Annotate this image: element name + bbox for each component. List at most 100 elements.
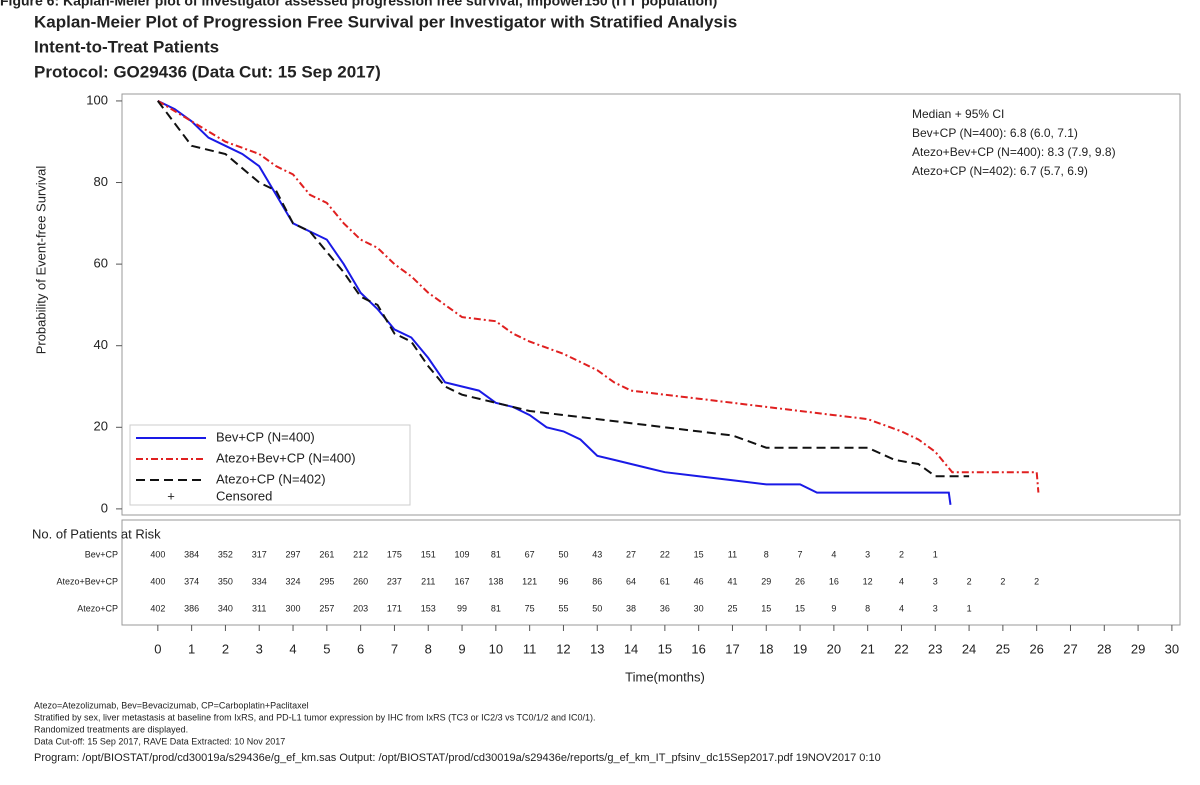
risk-count: 8 [865, 603, 870, 613]
survival-curve [157, 100, 1040, 493]
median-text: Atezo+Bev+CP (N=400): 8.3 (7.9, 9.8) [912, 145, 1116, 159]
risk-count: 175 [387, 549, 402, 559]
chart-subtitle: Intent-to-Treat Patients [34, 37, 219, 56]
risk-count: 4 [831, 549, 836, 559]
risk-count: 30 [694, 603, 704, 613]
risk-count: 46 [694, 576, 704, 586]
x-tick-label: 10 [489, 641, 503, 656]
risk-count: 237 [387, 576, 402, 586]
risk-count: 15 [761, 603, 771, 613]
x-tick-label: 30 [1165, 641, 1179, 656]
footnote: Atezo=Atezolizumab, Bev=Bevacizumab, CP=… [34, 700, 309, 710]
x-tick-label: 11 [523, 641, 537, 656]
risk-count: 11 [728, 549, 737, 559]
risk-count: 61 [660, 576, 670, 586]
risk-count: 22 [660, 549, 670, 559]
risk-count: 317 [252, 549, 267, 559]
risk-count: 4 [899, 576, 904, 586]
y-tick-label: 60 [94, 256, 108, 271]
risk-count: 400 [150, 576, 165, 586]
legend-label: Censored [216, 488, 272, 503]
footnote: Randomized treatments are displayed. [34, 724, 188, 734]
risk-count: 211 [421, 576, 435, 586]
x-tick-label: 14 [624, 641, 638, 656]
x-tick-label: 7 [391, 641, 398, 656]
x-axis-label: Time(months) [625, 669, 705, 684]
x-tick-label: 28 [1097, 641, 1111, 656]
risk-count: 384 [184, 549, 199, 559]
survival-curve [157, 100, 970, 478]
x-tick-label: 15 [658, 641, 672, 656]
risk-count: 81 [491, 603, 501, 613]
x-tick-label: 26 [1029, 641, 1043, 656]
x-tick-label: 6 [357, 641, 364, 656]
x-tick-label: 27 [1063, 641, 1077, 656]
median-text: Atezo+CP (N=402): 6.7 (5.7, 6.9) [912, 164, 1088, 178]
risk-count: 2 [1034, 576, 1039, 586]
x-tick-label: 12 [556, 641, 570, 656]
x-tick-label: 4 [289, 641, 296, 656]
y-tick-label: 80 [94, 174, 108, 189]
risk-count: 2 [967, 576, 972, 586]
x-tick-label: 9 [458, 641, 465, 656]
risk-count: 38 [626, 603, 636, 613]
risk-count: 261 [319, 549, 334, 559]
risk-count: 41 [727, 576, 737, 586]
risk-table-frame [121, 519, 1181, 626]
risk-count: 1 [933, 549, 938, 559]
risk-count: 55 [558, 603, 568, 613]
risk-count: 400 [150, 549, 165, 559]
risk-count: 297 [286, 549, 301, 559]
legend-label: Atezo+Bev+CP (N=400) [216, 450, 356, 465]
risk-count: 171 [387, 603, 402, 613]
risk-count: 138 [488, 576, 503, 586]
risk-count: 50 [558, 549, 568, 559]
risk-count: 2 [1000, 576, 1005, 586]
risk-count: 295 [319, 576, 334, 586]
risk-count: 26 [795, 576, 805, 586]
footnote: Stratified by sex, liver metastasis at b… [34, 712, 596, 722]
risk-count: 352 [218, 549, 233, 559]
x-tick-label: 2 [222, 641, 229, 656]
risk-count: 64 [626, 576, 636, 586]
risk-count: 167 [455, 576, 470, 586]
risk-count: 311 [252, 603, 266, 613]
risk-count: 99 [457, 603, 467, 613]
risk-count: 96 [558, 576, 568, 586]
risk-count: 4 [899, 603, 904, 613]
x-tick-label: 23 [928, 641, 942, 656]
footnote: Data Cut-off: 15 Sep 2017, RAVE Data Ext… [34, 736, 285, 746]
risk-count: 25 [727, 603, 737, 613]
risk-count: 386 [184, 603, 199, 613]
x-tick-label: 24 [962, 641, 976, 656]
risk-count: 121 [522, 576, 537, 586]
risk-count: 109 [455, 549, 470, 559]
risk-count: 257 [319, 603, 334, 613]
median-text: Bev+CP (N=400): 6.8 (6.0, 7.1) [912, 126, 1078, 140]
risk-count: 300 [286, 603, 301, 613]
risk-count: 12 [863, 576, 873, 586]
x-tick-label: 5 [323, 641, 330, 656]
risk-count: 340 [218, 603, 233, 613]
risk-count: 15 [795, 603, 805, 613]
risk-count: 50 [592, 603, 602, 613]
x-tick-label: 25 [996, 641, 1010, 656]
x-tick-label: 29 [1131, 641, 1145, 656]
footnote: Program: /opt/BIOSTAT/prod/cd30019a/s294… [34, 752, 881, 764]
risk-count: 9 [831, 603, 836, 613]
risk-count: 8 [764, 549, 769, 559]
y-tick-label: 20 [94, 419, 108, 434]
x-tick-label: 13 [590, 641, 604, 656]
risk-count: 75 [525, 603, 535, 613]
x-tick-label: 20 [827, 641, 841, 656]
x-tick-label: 16 [691, 641, 705, 656]
legend-label: Atezo+CP (N=402) [216, 471, 326, 486]
risk-count: 36 [660, 603, 670, 613]
y-tick-label: 40 [94, 337, 108, 352]
x-tick-label: 21 [860, 641, 874, 656]
risk-count: 3 [865, 549, 870, 559]
x-tick-label: 22 [894, 641, 908, 656]
risk-count: 1 [967, 603, 972, 613]
